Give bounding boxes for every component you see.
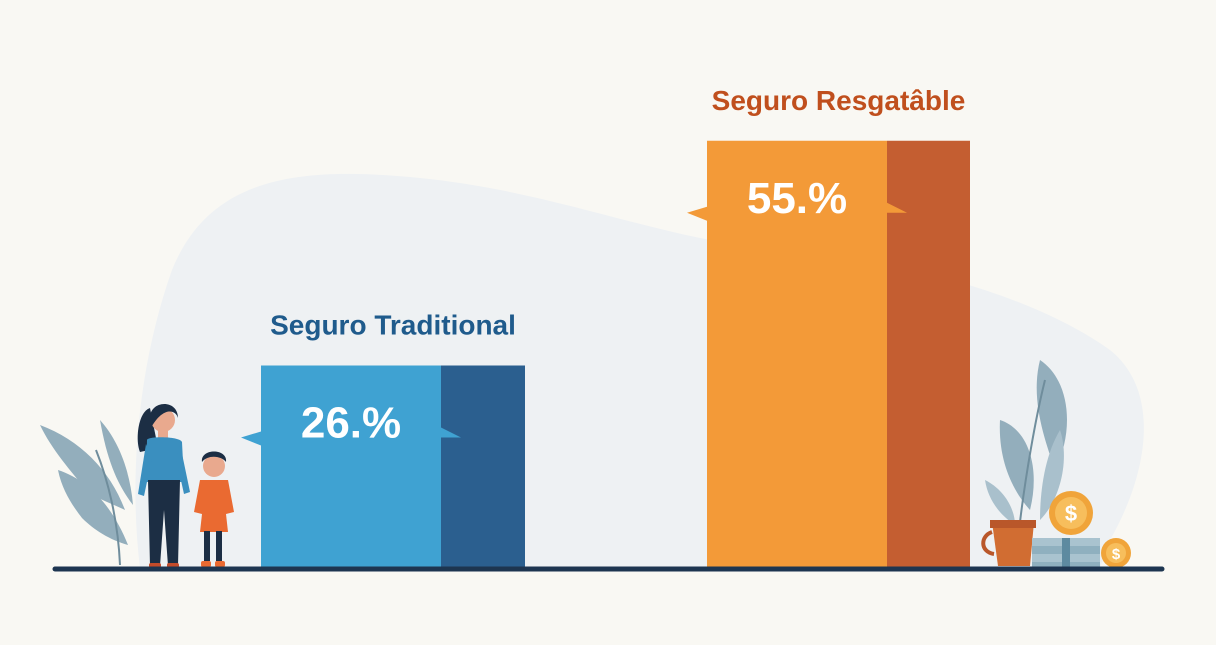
- bar-traditional-side: [441, 365, 525, 567]
- child-icon: [194, 451, 234, 567]
- bar-traditional-notch-right: [441, 427, 461, 438]
- coin-symbol: $: [1065, 501, 1077, 526]
- coin-symbol-small: $: [1112, 546, 1121, 563]
- coin-icon: $ $: [1049, 491, 1131, 568]
- bar-resgatable-category-label: Seguro Resgatâble: [712, 85, 966, 116]
- plant-icon: [40, 420, 133, 566]
- bar-resgatable-notch-right: [887, 202, 907, 213]
- bar-resgatable-side: [887, 140, 970, 567]
- woman-icon: [137, 403, 190, 568]
- potted-plant-icon: [981, 360, 1067, 566]
- bar-traditional-front: [261, 365, 441, 567]
- bar-traditional-notch-left: [241, 431, 261, 446]
- bar-traditional-value-label: 26.%: [301, 399, 401, 448]
- bar-traditional-category-label: Seguro Traditional: [270, 310, 516, 341]
- cash-stack-icon: [1032, 538, 1100, 567]
- bar-resgatable-value-label: 55.%: [747, 174, 847, 223]
- bar-resgatable-notch-left: [687, 206, 707, 221]
- bar-resgatable-front: [707, 140, 887, 567]
- bars-group: 26.% Seguro Traditional 55.% Seguro Resgatâ…: [241, 85, 970, 567]
